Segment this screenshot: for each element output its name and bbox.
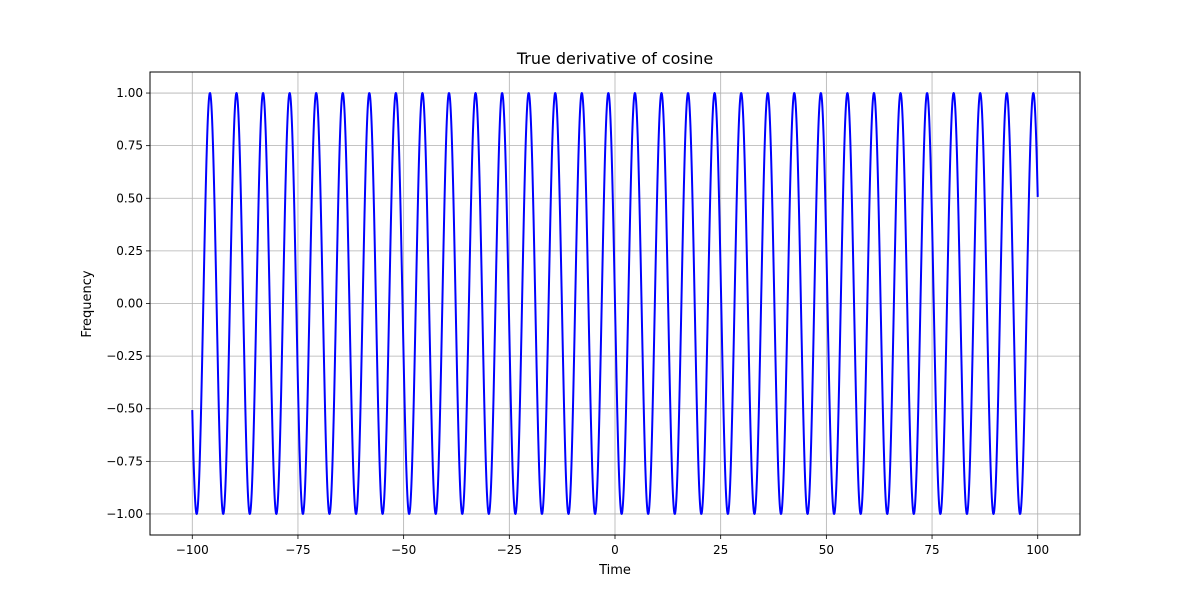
y-tick-label: 1.00 (116, 86, 143, 100)
x-tick-label: 50 (819, 543, 834, 557)
y-tick-label: 0.50 (116, 191, 143, 205)
x-tick-label: 0 (611, 543, 619, 557)
x-axis-label: Time (598, 563, 631, 578)
y-tick-label: 0.00 (116, 297, 143, 311)
x-tick-label: 75 (924, 543, 939, 557)
x-axis-ticks: −100 −75 −50 −25 0 25 50 75 100 (176, 535, 1049, 557)
y-tick-label: −0.25 (106, 349, 143, 363)
series-line (191, 92, 1039, 515)
x-tick-label: 100 (1026, 543, 1049, 557)
x-tick-label: −75 (285, 543, 310, 557)
y-tick-label: −1.00 (106, 507, 143, 521)
x-tick-label: 25 (713, 543, 728, 557)
x-tick-label: −25 (497, 543, 522, 557)
y-tick-label: −0.50 (106, 402, 143, 416)
x-tick-label: −100 (176, 543, 209, 557)
chart-title: True derivative of cosine (516, 49, 713, 68)
y-tick-label: −0.75 (106, 454, 143, 468)
y-tick-label: 0.75 (116, 139, 143, 153)
y-tick-label: 0.25 (116, 244, 143, 258)
y-axis-label: Frequency (80, 270, 95, 337)
y-axis-ticks: −1.00 −0.75 −0.50 −0.25 0.00 0.25 0.50 0.75 1.00 (106, 86, 150, 521)
x-tick-label: −50 (391, 543, 416, 557)
series-group (191, 92, 1039, 515)
